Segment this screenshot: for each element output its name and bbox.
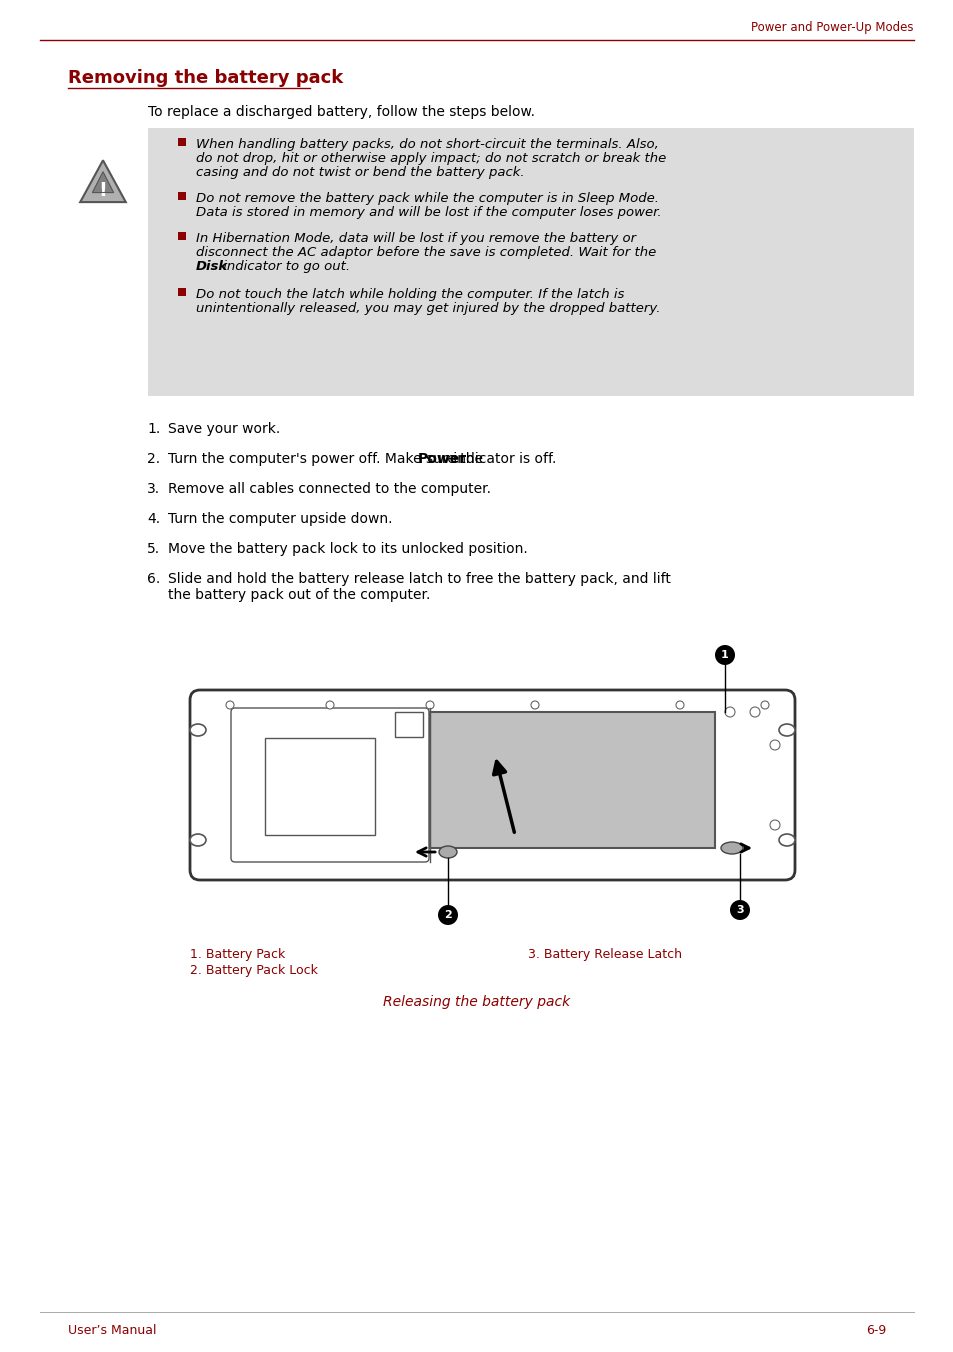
Circle shape [724,707,734,717]
Circle shape [749,707,760,717]
Circle shape [769,821,780,830]
Text: Turn the computer upside down.: Turn the computer upside down. [168,512,392,526]
Text: indicator to go out.: indicator to go out. [219,260,350,273]
FancyBboxPatch shape [231,708,429,863]
Bar [265,738,375,836]
Text: To replace a discharged battery, follow the steps below.: To replace a discharged battery, follow … [148,105,535,119]
Text: 2. Battery Pack Lock: 2. Battery Pack Lock [190,964,317,977]
Ellipse shape [779,725,794,735]
Circle shape [676,700,683,708]
Polygon shape [92,172,113,192]
Text: 6-9: 6-9 [864,1324,885,1337]
Ellipse shape [190,834,206,846]
Ellipse shape [779,834,794,846]
Text: Removing the battery pack: Removing the battery pack [68,69,343,87]
Text: Remove all cables connected to the computer.: Remove all cables connected to the compu… [168,483,491,496]
Circle shape [326,700,334,708]
Ellipse shape [720,842,742,854]
Text: In Hibernation Mode, data will be lost if you remove the battery or: In Hibernation Mode, data will be lost i… [195,233,636,245]
Text: Do not touch the latch while holding the computer. If the latch is: Do not touch the latch while holding the… [195,288,623,301]
Text: Slide and hold the battery release latch to free the battery pack, and lift: Slide and hold the battery release latch… [168,572,670,585]
Circle shape [531,700,538,708]
Circle shape [760,700,768,708]
Bar [178,288,186,296]
Bar [178,233,186,241]
Circle shape [226,700,233,708]
Ellipse shape [438,846,456,859]
Bar [178,192,186,200]
Text: Do not remove the battery pack while the computer is in Sleep Mode.: Do not remove the battery pack while the… [195,192,659,206]
Text: Move the battery pack lock to its unlocked position.: Move the battery pack lock to its unlock… [168,542,527,556]
Text: 2.: 2. [147,452,160,466]
Text: Disk: Disk [195,260,228,273]
Bar [395,713,422,737]
Circle shape [437,904,457,925]
Text: !: ! [98,181,108,200]
Text: When handling battery packs, do not short-circuit the terminals. Also,: When handling battery packs, do not shor… [195,138,659,151]
Circle shape [714,645,734,665]
Text: casing and do not twist or bend the battery pack.: casing and do not twist or bend the batt… [195,166,524,178]
Text: Releasing the battery pack: Releasing the battery pack [383,995,570,1009]
Text: Power: Power [417,452,466,466]
Text: the battery pack out of the computer.: the battery pack out of the computer. [168,588,430,602]
Bar [430,713,714,848]
Text: 3.: 3. [147,483,160,496]
Text: Power and Power-Up Modes: Power and Power-Up Modes [751,22,913,35]
Text: 1.: 1. [147,422,160,435]
Text: do not drop, hit or otherwise apply impact; do not scratch or break the: do not drop, hit or otherwise apply impa… [195,151,665,165]
Text: Turn the computer's power off. Make sure the: Turn the computer's power off. Make sure… [168,452,487,466]
Text: indicator is off.: indicator is off. [448,452,556,466]
Polygon shape [80,161,126,201]
Text: 4.: 4. [147,512,160,526]
Text: 3. Battery Release Latch: 3. Battery Release Latch [527,948,681,961]
Text: disconnect the AC adaptor before the save is completed. Wait for the: disconnect the AC adaptor before the sav… [195,246,656,260]
FancyBboxPatch shape [190,690,794,880]
Circle shape [729,900,749,919]
Text: 1. Battery Pack: 1. Battery Pack [190,948,285,961]
Text: 2: 2 [444,910,452,919]
Text: 3: 3 [736,904,743,915]
Circle shape [426,700,434,708]
Bar [178,138,186,146]
Text: 1: 1 [720,650,728,660]
Text: Data is stored in memory and will be lost if the computer loses power.: Data is stored in memory and will be los… [195,206,661,219]
Text: User’s Manual: User’s Manual [68,1324,156,1337]
Bar [148,128,913,396]
Circle shape [769,740,780,750]
Text: 6.: 6. [147,572,160,585]
Ellipse shape [190,725,206,735]
Text: unintentionally released, you may get injured by the dropped battery.: unintentionally released, you may get in… [195,301,659,315]
Text: 5.: 5. [147,542,160,556]
Text: Save your work.: Save your work. [168,422,280,435]
